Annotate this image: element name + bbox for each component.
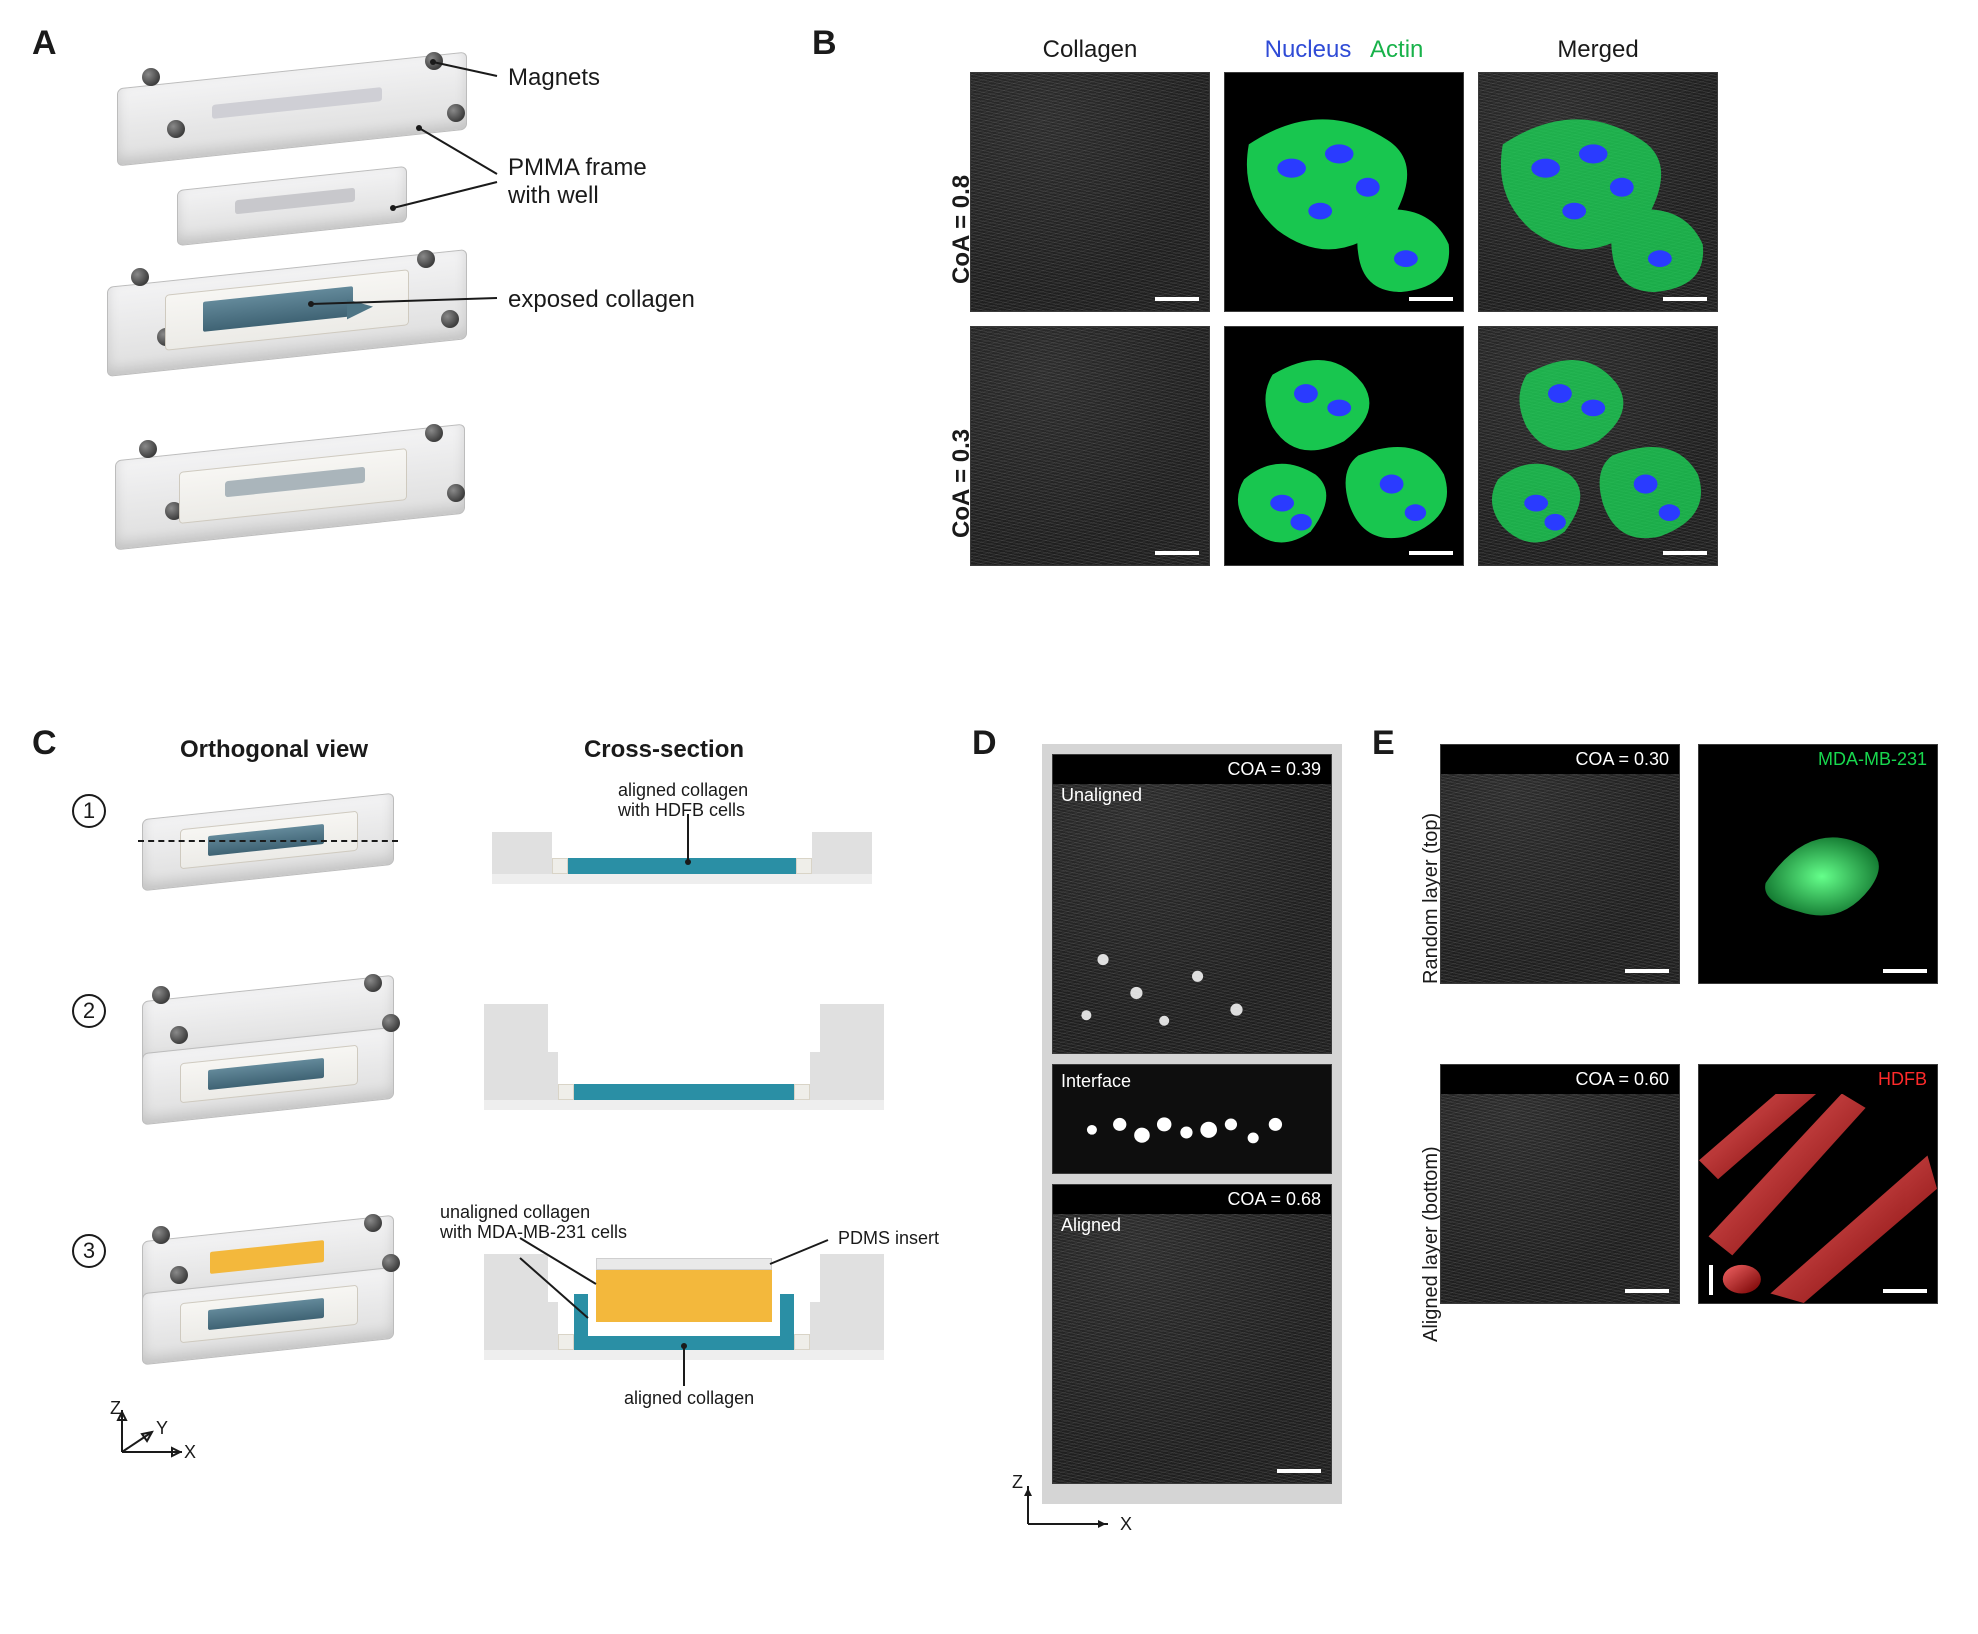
scalebar <box>1409 551 1453 555</box>
callout-pmma-line1: PMMA frame <box>508 154 647 182</box>
scalebar <box>1625 969 1669 973</box>
c-cross-3 <box>484 1234 884 1404</box>
d-tile-1: Interface <box>1052 1064 1332 1174</box>
scalebar <box>1155 551 1199 555</box>
b-r1-c2-overlay <box>1479 327 1717 565</box>
scalebar <box>1883 1289 1927 1293</box>
c-ortho-1 <box>128 784 428 914</box>
panel-a-device <box>87 62 647 622</box>
c-ortho-2 <box>128 982 428 1142</box>
b-r1-c2-merged <box>1478 326 1718 566</box>
panel-letter-d: D <box>972 724 997 763</box>
e-r0-c1-chip: MDA-MB-231 <box>1699 745 1937 774</box>
panel-letter-a: A <box>32 24 57 63</box>
b-col-header-0: Collagen <box>970 36 1210 64</box>
d-tile-0: COA = 0.39 Unaligned <box>1052 754 1332 1054</box>
d-tile-2: COA = 0.68 Aligned <box>1052 1184 1332 1484</box>
e-r0-c1: MDA-MB-231 <box>1698 744 1938 984</box>
c-step-3: 3 <box>72 1234 106 1268</box>
panel-d-frame: COA = 0.39 Unaligned Interface COA = 0.6… <box>1042 744 1342 1504</box>
e-vert-scalebar <box>1709 1265 1713 1295</box>
c-cross3-aligned: aligned collagen <box>624 1388 754 1409</box>
panel-letter-b: B <box>812 24 837 63</box>
c-head-right: Cross-section <box>514 736 814 764</box>
b-r1-c0-collagen <box>970 326 1210 566</box>
c-cross3-pdms: PDMS insert <box>838 1228 939 1249</box>
e-r1-c0-chip: COA = 0.60 <box>1441 1065 1679 1094</box>
b-r0-c2-merged <box>1478 72 1718 312</box>
panel-a-leaders <box>87 62 647 422</box>
e-green-cell <box>1699 745 1937 983</box>
scalebar <box>1155 297 1199 301</box>
c-step-1: 1 <box>72 794 106 828</box>
b-r0-c2-overlay <box>1479 73 1717 311</box>
d-axis-z: Z <box>1012 1472 1023 1493</box>
scalebar <box>1663 297 1707 301</box>
c-ortho-3 <box>128 1222 428 1392</box>
d-tile-2-chip: COA = 0.68 <box>1053 1185 1331 1214</box>
b-col1-actin: Actin <box>1370 36 1423 63</box>
scalebar <box>1625 1289 1669 1293</box>
b-col1-nucleus: Nucleus <box>1265 36 1352 63</box>
callout-pmma-line2: with well <box>508 182 599 210</box>
panel-e-grid: COA = 0.30 MDA-MB-231 COA = 0.60 HDFB <box>1440 744 1960 1304</box>
e-r1-c1-chip: HDFB <box>1699 1065 1937 1094</box>
scalebar <box>1277 1469 1321 1473</box>
c-axis-z: Z <box>110 1398 121 1419</box>
b-r1-c1-nucleus-actin <box>1224 326 1464 566</box>
c-cross3-unaligned-l1: unaligned collagen <box>440 1202 590 1223</box>
c-cross1-label-l1: aligned collagen <box>618 780 748 801</box>
b-r0-c1-nucleus-actin <box>1224 72 1464 312</box>
b-r1-c1-art <box>1225 327 1463 565</box>
c-cross1-label-l2: with HDFB cells <box>618 800 745 821</box>
c-cross-2 <box>484 994 884 1144</box>
c-cross3-unaligned-l2: with MDA-MB-231 cells <box>440 1222 627 1243</box>
e-red-cells <box>1699 1065 1937 1303</box>
c-axis-y: Y <box>156 1418 168 1439</box>
c-head-left: Orthogonal view <box>124 736 424 764</box>
b-r0-c1-art <box>1225 73 1463 311</box>
e-r0-c0: COA = 0.30 <box>1440 744 1680 984</box>
scalebar <box>1663 551 1707 555</box>
b-r0-c0-collagen <box>970 72 1210 312</box>
scalebar <box>1409 297 1453 301</box>
b-col-header-1: Nucleus Actin <box>1224 36 1464 64</box>
b-col-header-2: Merged <box>1478 36 1718 64</box>
d-tile-2-subtitle: Aligned <box>1061 1215 1121 1236</box>
panel-b-grid <box>970 72 1730 592</box>
c-step-2: 2 <box>72 994 106 1028</box>
panel-letter-e: E <box>1372 724 1395 763</box>
e-r0-c0-chip: COA = 0.30 <box>1441 745 1679 774</box>
scalebar <box>1883 969 1927 973</box>
callout-magnets: Magnets <box>508 64 600 92</box>
e-r1-c0: COA = 0.60 <box>1440 1064 1680 1304</box>
callout-exposed-collagen: exposed collagen <box>508 286 695 314</box>
c-axis-x: X <box>184 1442 196 1463</box>
d-axis-x: X <box>1120 1514 1132 1535</box>
figure-root: A <box>32 24 1946 1604</box>
e-r1-c1: HDFB <box>1698 1064 1938 1304</box>
d-axes <box>1008 1480 1128 1550</box>
panel-letter-c: C <box>32 724 57 763</box>
